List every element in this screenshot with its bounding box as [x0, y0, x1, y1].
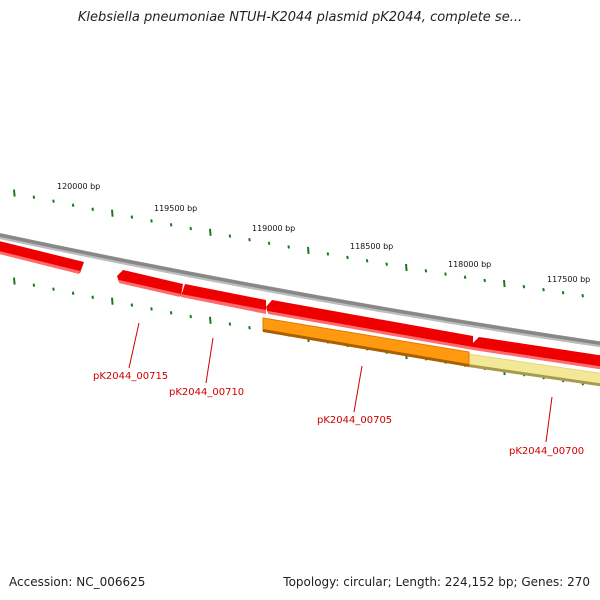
- outer-minor-tick: [581, 293, 584, 298]
- inner-minor-tick: [248, 326, 251, 330]
- gene-feature-yellow-edge: [468, 364, 600, 387]
- outer-minor-tick: [483, 278, 486, 283]
- outer-minor-tick: [346, 255, 349, 260]
- outer-minor-tick: [365, 259, 369, 263]
- outer-minor-tick: [385, 262, 388, 266]
- outer-minor-tick: [267, 241, 271, 246]
- inner-major-tick: [13, 277, 16, 285]
- gene-feature-red-2[interactable]: [117, 270, 183, 296]
- accession-text: Accession: NC_006625: [9, 575, 146, 589]
- inner-minor-tick: [71, 291, 75, 295]
- inner-minor-tick: [130, 303, 134, 307]
- outer-ruler-ticks: [13, 189, 584, 298]
- gene-feature-red-2-shade: [119, 280, 181, 297]
- gene-feature-red-3-shade: [181, 294, 266, 314]
- outer-minor-tick: [150, 219, 153, 223]
- inner-minor-tick: [52, 287, 55, 291]
- inner-major-tick: [111, 297, 114, 305]
- outer-minor-tick: [32, 195, 36, 199]
- gene-label-00705[interactable]: pK2044_00705: [317, 415, 392, 426]
- outer-minor-tick: [169, 223, 173, 227]
- gene-feature-orange-edge: [263, 329, 469, 367]
- summary-text: Topology: circular; Length: 224,152 bp; …: [283, 575, 590, 589]
- gene-leader-00700: [545, 396, 553, 443]
- inner-minor-tick: [169, 311, 173, 315]
- gene-feature-red-3[interactable]: [181, 284, 266, 313]
- outer-minor-tick: [463, 275, 467, 279]
- outer-major-tick: [209, 228, 212, 236]
- ruler-label-119000: 119000 bp: [252, 224, 295, 233]
- outer-minor-tick: [287, 245, 290, 249]
- ruler-label-118000: 118000 bp: [448, 260, 491, 269]
- map-title: Klebsiella pneumoniae NTUH-K2044 plasmid…: [77, 10, 523, 25]
- gene-label-00700[interactable]: pK2044_00700: [509, 446, 584, 457]
- outer-minor-tick: [522, 284, 526, 289]
- outer-minor-tick: [326, 252, 330, 256]
- gene-feature-red-1-shade: [0, 251, 80, 274]
- inner-minor-tick: [150, 307, 153, 311]
- outer-minor-tick: [52, 199, 55, 203]
- outer-major-tick: [405, 263, 408, 272]
- outer-minor-tick: [424, 269, 428, 273]
- outer-minor-tick: [71, 203, 75, 207]
- gene-feature-red-4-shade: [268, 311, 473, 350]
- gene-leader-00715: [128, 322, 140, 369]
- outer-minor-tick: [189, 226, 192, 231]
- outer-minor-tick: [444, 272, 447, 276]
- gene-label-00715[interactable]: pK2044_00715: [93, 371, 168, 382]
- outer-minor-tick: [542, 287, 545, 292]
- ruler-label-117500: 117500 bp: [547, 275, 590, 284]
- gene-feature-red-4[interactable]: [266, 300, 473, 349]
- outer-major-tick: [111, 209, 114, 217]
- outer-major-tick: [307, 246, 310, 255]
- gene-leader-00705: [353, 365, 363, 413]
- outer-major-tick: [13, 189, 16, 197]
- outer-minor-tick: [130, 215, 134, 219]
- outer-major-tick: [503, 279, 506, 288]
- outer-minor-tick: [248, 238, 251, 242]
- ruler-label-119500: 119500 bp: [154, 204, 197, 213]
- inner-minor-tick: [32, 283, 36, 287]
- inner-minor-tick: [189, 314, 192, 319]
- ruler-label-118500: 118500 bp: [350, 242, 393, 251]
- gene-leader-00710: [205, 337, 214, 384]
- gene-feature-red-1[interactable]: [0, 240, 84, 273]
- inner-minor-tick: [91, 295, 94, 299]
- gene-feature-red-5-shade: [473, 347, 600, 370]
- backbone-track: [0, 233, 600, 346]
- outer-minor-tick: [91, 207, 94, 211]
- inner-minor-tick: [228, 322, 232, 326]
- gene-feature-red-5[interactable]: [473, 337, 600, 369]
- outer-minor-tick: [561, 290, 565, 295]
- gene-label-00710[interactable]: pK2044_00710: [169, 387, 244, 398]
- ruler-label-120000: 120000 bp: [57, 182, 100, 191]
- outer-minor-tick: [228, 234, 232, 238]
- inner-major-tick: [209, 316, 212, 324]
